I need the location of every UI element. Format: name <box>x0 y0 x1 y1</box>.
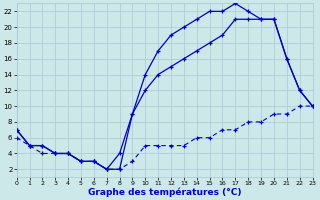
X-axis label: Graphe des températures (°C): Graphe des températures (°C) <box>88 187 241 197</box>
